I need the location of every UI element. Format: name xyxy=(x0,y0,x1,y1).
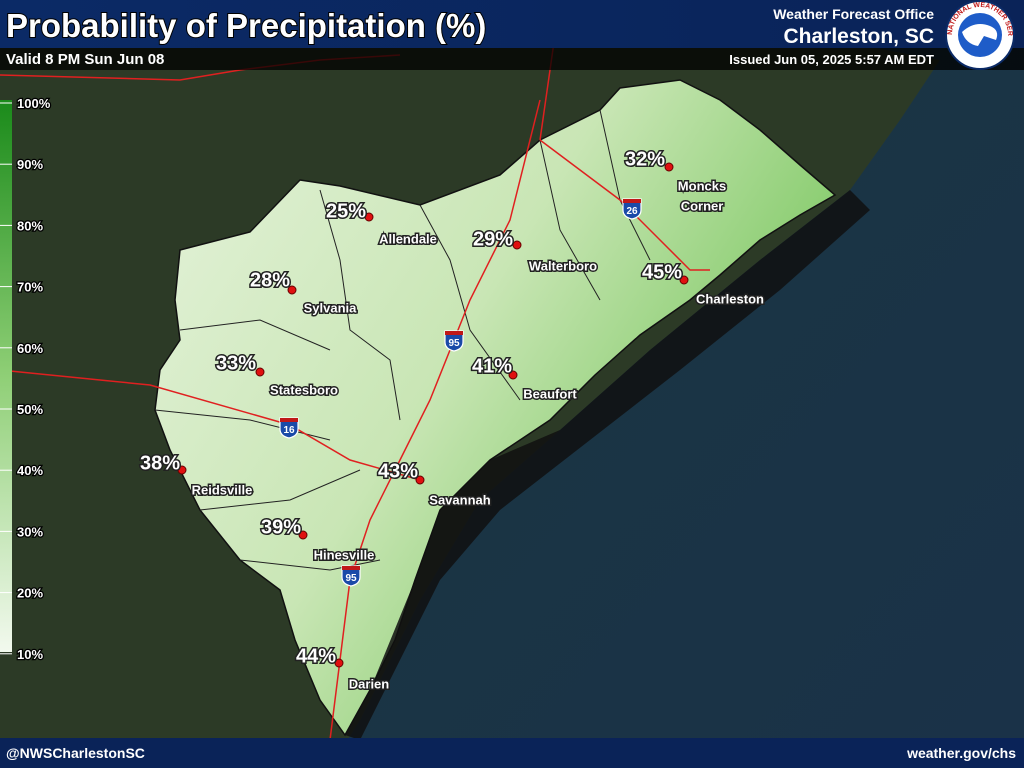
title: Probability of Precipitation (%) xyxy=(6,7,486,44)
city: 28% Sylvania xyxy=(248,268,358,317)
city-pop: 33% xyxy=(216,352,256,374)
interstate-shield: 95 xyxy=(444,330,464,352)
office-line1: Weather Forecast Office xyxy=(773,6,934,22)
city: 29% Walterboro xyxy=(471,227,598,275)
city-pop: 43% xyxy=(378,460,418,482)
city: 45% Charleston xyxy=(640,260,765,308)
city-pop: 39% xyxy=(261,516,301,538)
city-dot xyxy=(415,475,425,485)
city: 44% Darien xyxy=(294,644,390,693)
city-name: Reidsville xyxy=(192,482,253,497)
city-name: Walterboro xyxy=(529,258,597,273)
city-pop: 28% xyxy=(250,269,290,291)
legend-tick-label: 80% xyxy=(17,218,43,233)
shield-top xyxy=(342,566,360,570)
interstate-shield: 26 xyxy=(622,198,642,220)
legend-bar xyxy=(0,100,12,652)
shield-number: 26 xyxy=(626,206,638,217)
issued-time: Issued Jun 05, 2025 5:57 AM EDT xyxy=(729,52,934,67)
city-dot xyxy=(364,212,374,222)
city-dot xyxy=(255,367,265,377)
cities: 32% Moncks Corner 25% Allendale 29% Walterboro… xyxy=(138,147,765,693)
shield-top xyxy=(623,199,641,203)
city-pop: 44% xyxy=(296,645,336,667)
city-name: Statesboro xyxy=(270,382,338,397)
shield-number: 16 xyxy=(283,425,295,436)
city: 39% Hinesville xyxy=(259,515,375,564)
city-name: Moncks xyxy=(678,178,726,193)
forecast-area xyxy=(154,79,837,737)
city-pop: 32% xyxy=(625,148,665,170)
city-pop: 25% xyxy=(326,200,366,222)
city-dot xyxy=(334,658,344,668)
shield-shape xyxy=(622,198,642,220)
city-pop: 38% xyxy=(140,452,180,474)
city-name: Hinesville xyxy=(314,547,375,562)
city-dot xyxy=(508,370,518,380)
footer-left: @NWSCharlestonSC xyxy=(6,745,145,761)
city-name: Beaufort xyxy=(523,386,577,401)
legend-tick-label: 30% xyxy=(17,524,43,539)
city: 41% Beaufort xyxy=(470,354,578,403)
city-name: Sylvania xyxy=(304,300,358,315)
subheader-band xyxy=(0,48,1024,70)
shield-shape xyxy=(444,330,464,352)
city-dot xyxy=(287,285,297,295)
legend-tick-label: 20% xyxy=(17,586,43,601)
county-lines xyxy=(154,109,651,571)
city-dot xyxy=(298,530,308,540)
city: 43% Savannah xyxy=(376,459,492,509)
legend-tick-label: 70% xyxy=(17,280,43,295)
city: 32% Moncks Corner xyxy=(623,147,727,215)
legend-tick-label: 100% xyxy=(17,96,51,111)
coastline xyxy=(345,190,870,740)
legend-tick-label: 50% xyxy=(17,402,43,417)
footer-right: weather.gov/chs xyxy=(906,745,1016,761)
office-line2: Charleston, SC xyxy=(783,25,934,48)
city-name: Darien xyxy=(349,676,390,691)
city-dot xyxy=(679,275,689,285)
highway-shields: 26 95 16 95 xyxy=(279,198,642,587)
legend: 100% 90% 80% 70% 60% 50% 40% 30% 20% 10% xyxy=(0,95,52,663)
city-dot xyxy=(664,162,674,172)
city-pop: 29% xyxy=(473,228,513,250)
city: 25% Allendale xyxy=(324,199,438,248)
shield-number: 95 xyxy=(345,573,357,584)
legend-tick-label: 60% xyxy=(17,341,43,356)
city-pop: 45% xyxy=(642,261,682,283)
city: 33% Statesboro xyxy=(214,351,339,399)
shield-top xyxy=(280,418,298,422)
legend-tick-label: 10% xyxy=(17,647,43,662)
city-name: Savannah xyxy=(429,492,490,507)
shield-number: 95 xyxy=(448,338,460,349)
city-name: Corner xyxy=(681,198,724,213)
legend-tick-label: 90% xyxy=(17,157,43,172)
interstate-shield: 95 xyxy=(341,565,361,587)
city: 38% Reidsville xyxy=(138,451,253,499)
shield-top xyxy=(445,331,463,335)
footer-band xyxy=(0,738,1024,768)
city-name: Allendale xyxy=(379,231,437,246)
city-name: Charleston xyxy=(696,291,764,306)
city-dot xyxy=(177,465,187,475)
header-band xyxy=(0,0,1024,48)
valid-time: Valid 8 PM Sun Jun 08 xyxy=(6,51,164,68)
shield-shape xyxy=(341,565,361,587)
shield-shape xyxy=(279,417,299,439)
legend-tick-label: 40% xyxy=(17,463,43,478)
city-dot xyxy=(512,240,522,250)
city-pop: 41% xyxy=(472,355,512,377)
interstate-shield: 16 xyxy=(279,417,299,439)
